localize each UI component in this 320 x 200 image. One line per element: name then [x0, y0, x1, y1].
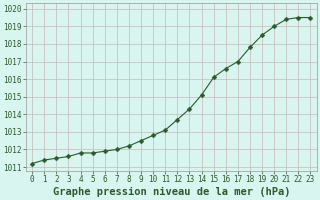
X-axis label: Graphe pression niveau de la mer (hPa): Graphe pression niveau de la mer (hPa)	[52, 186, 290, 197]
